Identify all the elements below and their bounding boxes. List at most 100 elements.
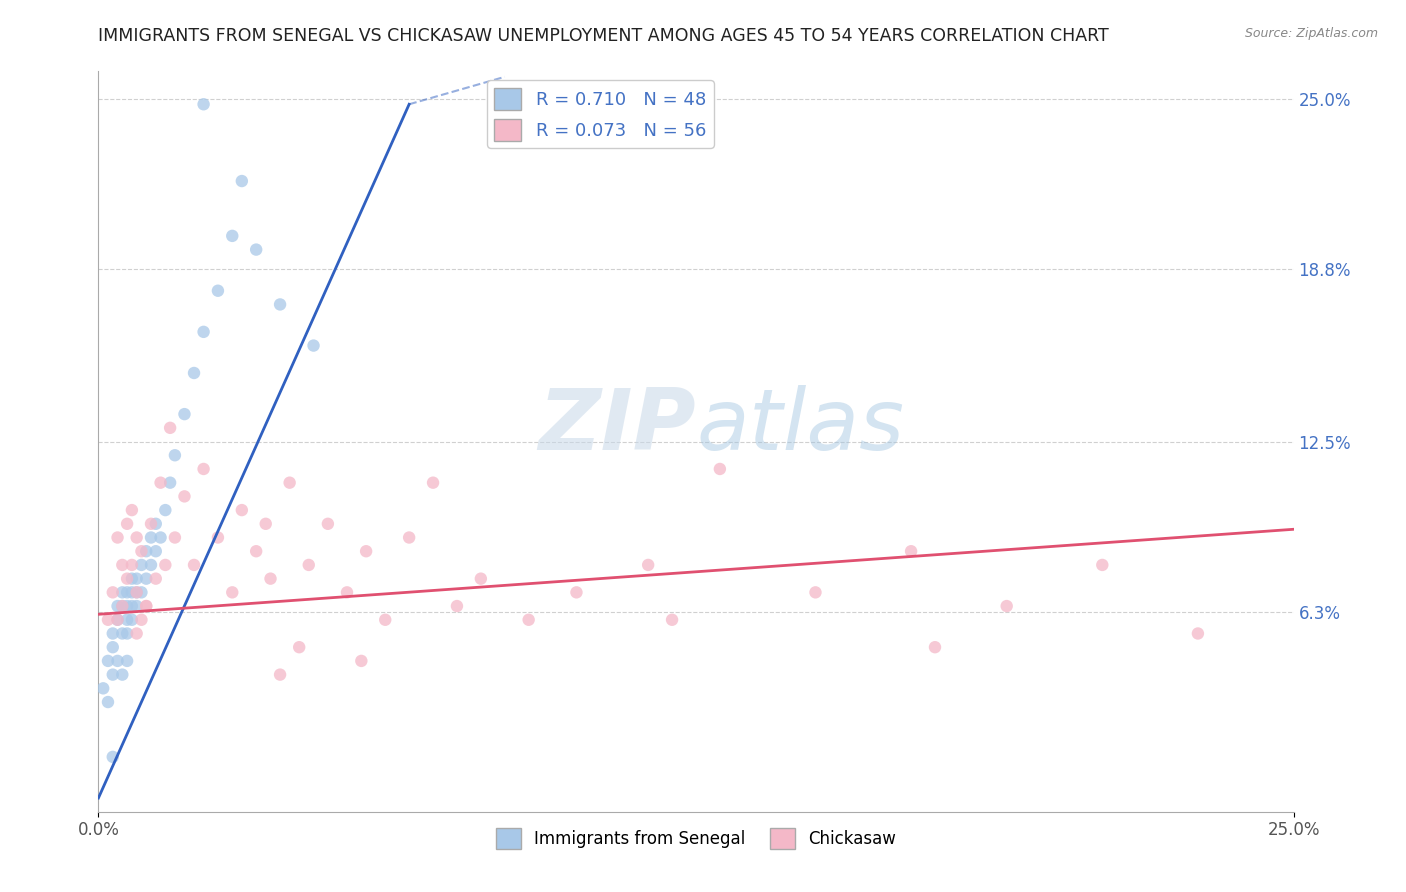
Point xyxy=(97,695,120,709)
Point xyxy=(259,572,281,586)
Point xyxy=(101,640,124,655)
Point xyxy=(995,599,1018,613)
Point xyxy=(245,544,267,558)
Point xyxy=(111,558,134,572)
Point xyxy=(207,531,229,545)
Point xyxy=(149,475,172,490)
Point xyxy=(131,558,153,572)
Point xyxy=(121,613,143,627)
Point xyxy=(163,531,186,545)
Point xyxy=(221,585,243,599)
Point xyxy=(107,531,129,545)
Point xyxy=(207,284,229,298)
Point xyxy=(107,654,129,668)
Point xyxy=(193,97,215,112)
Point xyxy=(269,297,291,311)
Point xyxy=(125,585,148,599)
Point xyxy=(278,475,301,490)
Point xyxy=(131,613,153,627)
Point xyxy=(91,681,114,696)
Point xyxy=(125,585,148,599)
Point xyxy=(517,613,540,627)
Point xyxy=(135,599,157,613)
Point xyxy=(111,599,134,613)
Point xyxy=(97,613,120,627)
Point xyxy=(115,613,138,627)
Point xyxy=(125,626,148,640)
Point xyxy=(900,544,922,558)
Point xyxy=(139,516,162,531)
Point xyxy=(924,640,946,655)
Point xyxy=(101,667,124,681)
Point xyxy=(354,544,377,558)
Point xyxy=(125,531,148,545)
Point xyxy=(288,640,311,655)
Point xyxy=(1091,558,1114,572)
Point xyxy=(135,544,157,558)
Point xyxy=(115,626,138,640)
Point xyxy=(139,558,162,572)
Point xyxy=(159,475,181,490)
Point xyxy=(115,599,138,613)
Point xyxy=(446,599,468,613)
Point xyxy=(121,599,143,613)
Point xyxy=(374,613,396,627)
Point xyxy=(139,531,162,545)
Point xyxy=(115,516,138,531)
Point xyxy=(350,654,373,668)
Point xyxy=(302,338,325,352)
Point xyxy=(115,585,138,599)
Point xyxy=(316,516,339,531)
Point xyxy=(637,558,659,572)
Point xyxy=(183,366,205,380)
Point xyxy=(231,174,253,188)
Point xyxy=(709,462,731,476)
Point xyxy=(121,503,143,517)
Point xyxy=(254,516,277,531)
Point xyxy=(159,421,181,435)
Text: ZIP: ZIP xyxy=(538,385,696,468)
Point xyxy=(422,475,444,490)
Point xyxy=(107,613,129,627)
Point xyxy=(173,407,195,421)
Point xyxy=(135,599,157,613)
Text: atlas: atlas xyxy=(696,385,904,468)
Point xyxy=(245,243,267,257)
Point xyxy=(97,654,120,668)
Point xyxy=(173,489,195,503)
Point xyxy=(101,626,124,640)
Point xyxy=(111,667,134,681)
Point xyxy=(298,558,321,572)
Point xyxy=(107,599,129,613)
Point xyxy=(193,325,215,339)
Point xyxy=(145,544,167,558)
Point xyxy=(163,448,186,462)
Point xyxy=(121,558,143,572)
Point xyxy=(121,585,143,599)
Legend: Immigrants from Senegal, Chickasaw: Immigrants from Senegal, Chickasaw xyxy=(489,822,903,855)
Point xyxy=(804,585,827,599)
Point xyxy=(115,654,138,668)
Point xyxy=(661,613,683,627)
Point xyxy=(565,585,588,599)
Point xyxy=(145,572,167,586)
Point xyxy=(101,585,124,599)
Point xyxy=(145,516,167,531)
Point xyxy=(269,667,291,681)
Point xyxy=(470,572,492,586)
Point xyxy=(221,228,243,243)
Point xyxy=(111,585,134,599)
Point xyxy=(125,572,148,586)
Point xyxy=(131,585,153,599)
Point xyxy=(155,503,177,517)
Point xyxy=(125,599,148,613)
Point xyxy=(193,462,215,476)
Point xyxy=(183,558,205,572)
Point xyxy=(107,613,129,627)
Text: Source: ZipAtlas.com: Source: ZipAtlas.com xyxy=(1244,27,1378,40)
Point xyxy=(101,750,124,764)
Point xyxy=(336,585,359,599)
Point xyxy=(111,599,134,613)
Point xyxy=(155,558,177,572)
Point xyxy=(231,503,253,517)
